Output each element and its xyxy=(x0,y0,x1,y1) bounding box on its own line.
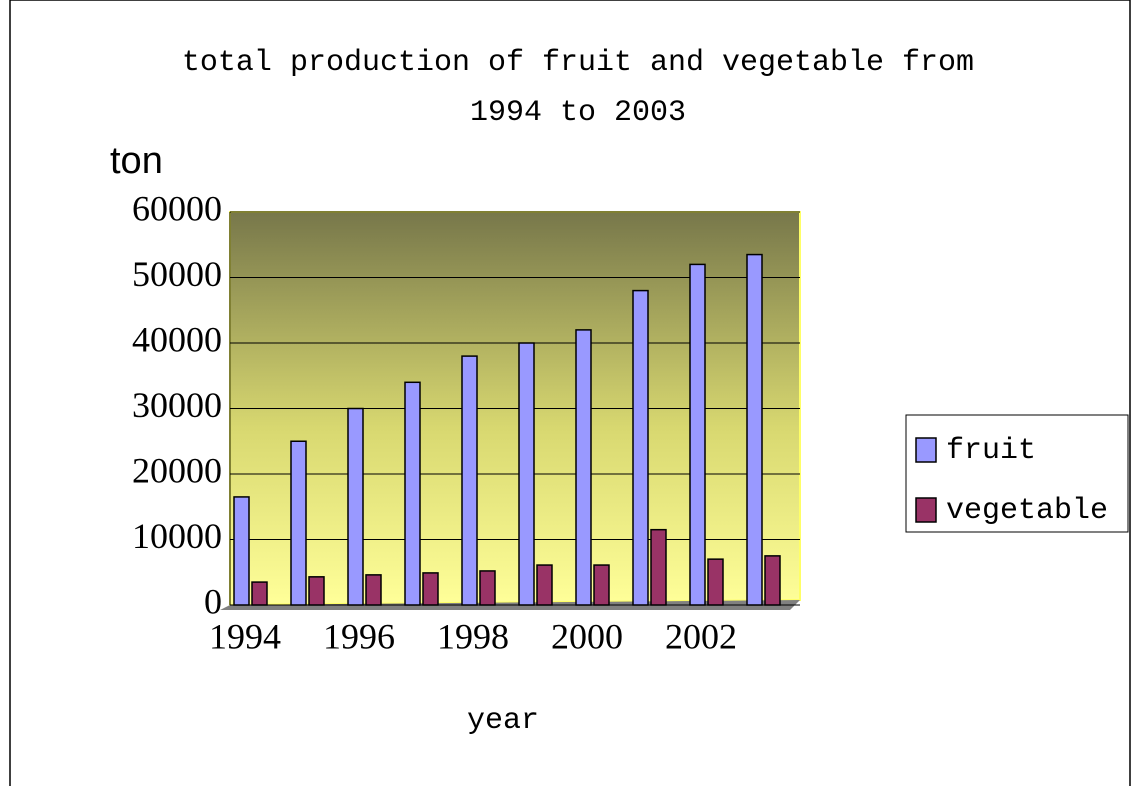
y-tick-label: 50000 xyxy=(132,254,222,294)
bar xyxy=(347,407,364,606)
bar xyxy=(518,342,535,606)
y-tick-label: 10000 xyxy=(132,516,222,556)
bar xyxy=(689,263,706,606)
bar xyxy=(404,381,421,606)
bar xyxy=(707,558,724,606)
x-axis-label: year xyxy=(467,704,539,738)
bar xyxy=(365,574,382,606)
y-tick-label: 20000 xyxy=(132,450,222,490)
x-tick-label: 1996 xyxy=(323,616,395,656)
bar xyxy=(251,581,268,606)
bar xyxy=(422,572,439,606)
bar xyxy=(632,289,649,606)
x-tick-label: 1994 xyxy=(209,616,281,656)
legend-swatch xyxy=(915,497,937,523)
x-tick-label: 2000 xyxy=(551,616,623,656)
bar xyxy=(536,564,553,606)
bar xyxy=(746,253,763,606)
legend-box xyxy=(905,414,1129,533)
y-tick-label: 40000 xyxy=(132,319,222,359)
legend-swatch xyxy=(915,437,937,463)
bar xyxy=(461,355,478,606)
bar xyxy=(290,440,307,606)
chart-title: total production of fruit and vegetable … xyxy=(182,46,974,80)
bar xyxy=(764,555,781,606)
bar xyxy=(575,329,592,606)
y-axis-label: ton xyxy=(110,140,163,182)
x-tick-label: 2002 xyxy=(665,616,737,656)
chart-subtitle: 1994 to 2003 xyxy=(470,96,686,130)
y-tick-label: 60000 xyxy=(132,188,222,228)
bar xyxy=(308,576,325,606)
x-tick-label: 1998 xyxy=(437,616,509,656)
bar xyxy=(479,570,496,606)
legend-label: vegetable xyxy=(946,494,1108,528)
legend-label: fruit xyxy=(946,434,1036,468)
bar xyxy=(233,496,250,606)
y-tick-label: 0 xyxy=(204,581,222,621)
y-tick-label: 30000 xyxy=(132,385,222,425)
bar xyxy=(593,564,610,606)
bar xyxy=(650,528,667,606)
